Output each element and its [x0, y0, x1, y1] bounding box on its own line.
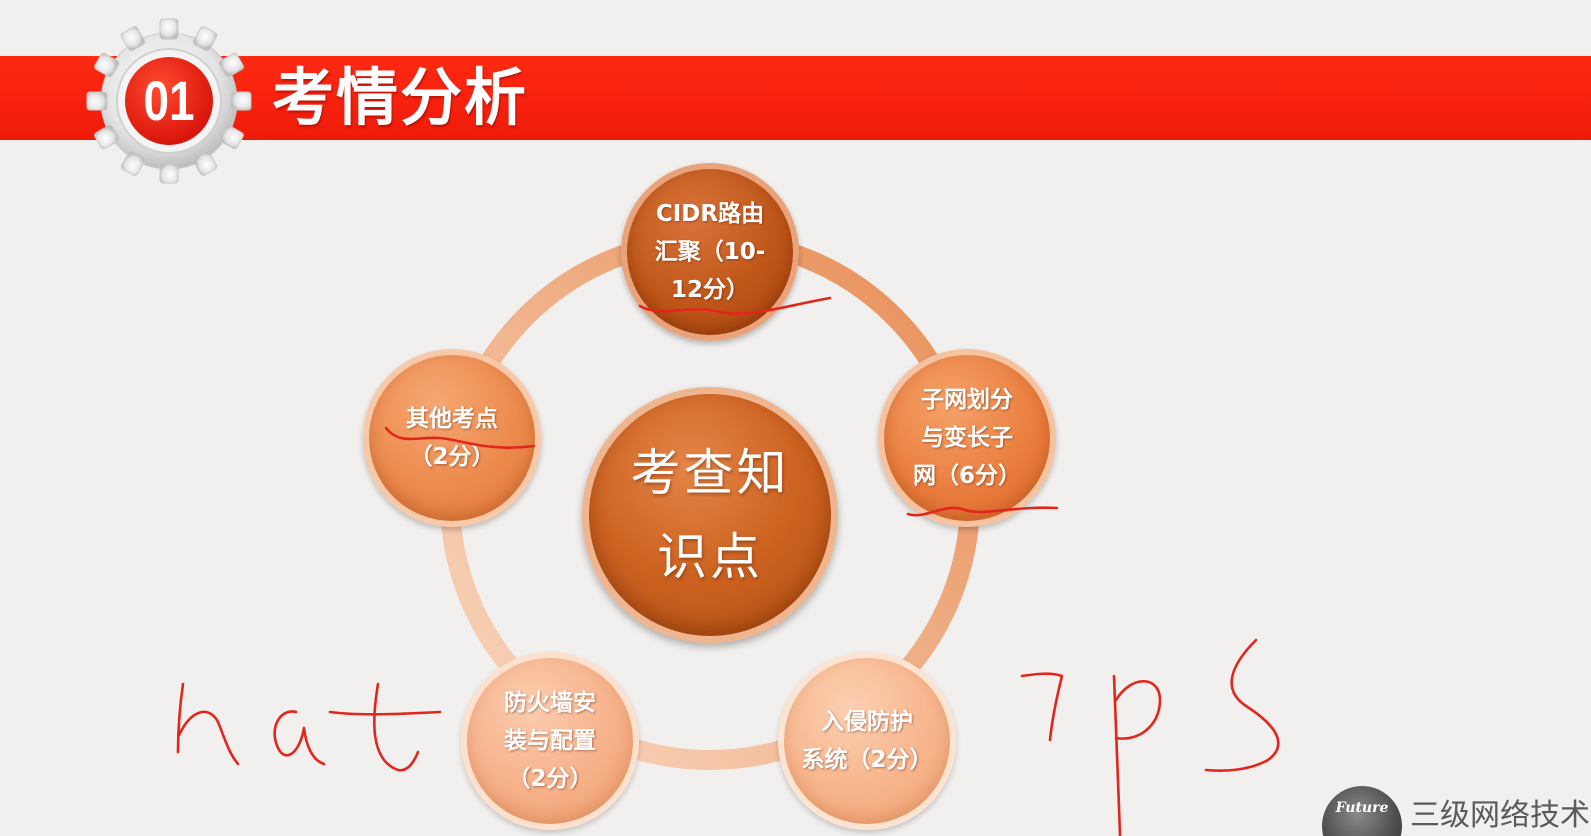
center-node: 考查知 识点	[582, 387, 838, 643]
topic-node-ids: 入侵防护 系统（2分）	[778, 652, 956, 830]
brand-name: 三级网络技术	[1410, 798, 1590, 833]
topic-node-subnet: 子网划分 与变长子 网（6分）	[878, 349, 1056, 527]
brand-badge-text: Future	[1335, 800, 1389, 816]
topic-label-ids: 入侵防护 系统（2分）	[801, 709, 933, 773]
topic-label-subnet: 子网划分 与变长子 网（6分）	[912, 387, 1021, 489]
gear-icon	[86, 18, 252, 184]
section-number-badge: 01	[84, 16, 254, 186]
topic-label-cidr: CIDR路由 汇聚（10- 12分）	[654, 201, 766, 303]
topic-node-other: 其他考点 （2分）	[363, 349, 541, 527]
section-number: 01	[143, 69, 195, 132]
topic-node-cidr: CIDR路由 汇聚（10- 12分）	[621, 163, 799, 341]
topic-label-firewall: 防火墙安 装与配置 （2分）	[504, 690, 596, 792]
topic-node-firewall: 防火墙安 装与配置 （2分）	[461, 652, 639, 830]
topic-label-other: 其他考点 （2分）	[406, 406, 498, 470]
brand-watermark: Future 三级网络技术	[1318, 782, 1591, 836]
title-banner	[0, 56, 1591, 140]
center-label: 考查知 识点	[630, 444, 790, 586]
page-title: 考情分析	[272, 61, 529, 134]
brand-logo: Future	[1322, 786, 1402, 836]
